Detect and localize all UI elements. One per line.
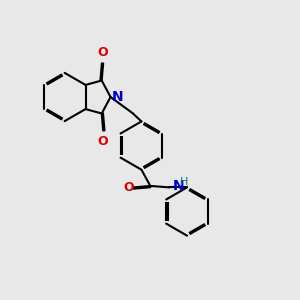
Text: O: O bbox=[98, 46, 109, 59]
Text: O: O bbox=[124, 181, 134, 194]
Text: O: O bbox=[98, 135, 109, 148]
Text: N: N bbox=[173, 179, 184, 193]
Text: H: H bbox=[180, 177, 189, 187]
Text: N: N bbox=[111, 90, 123, 104]
